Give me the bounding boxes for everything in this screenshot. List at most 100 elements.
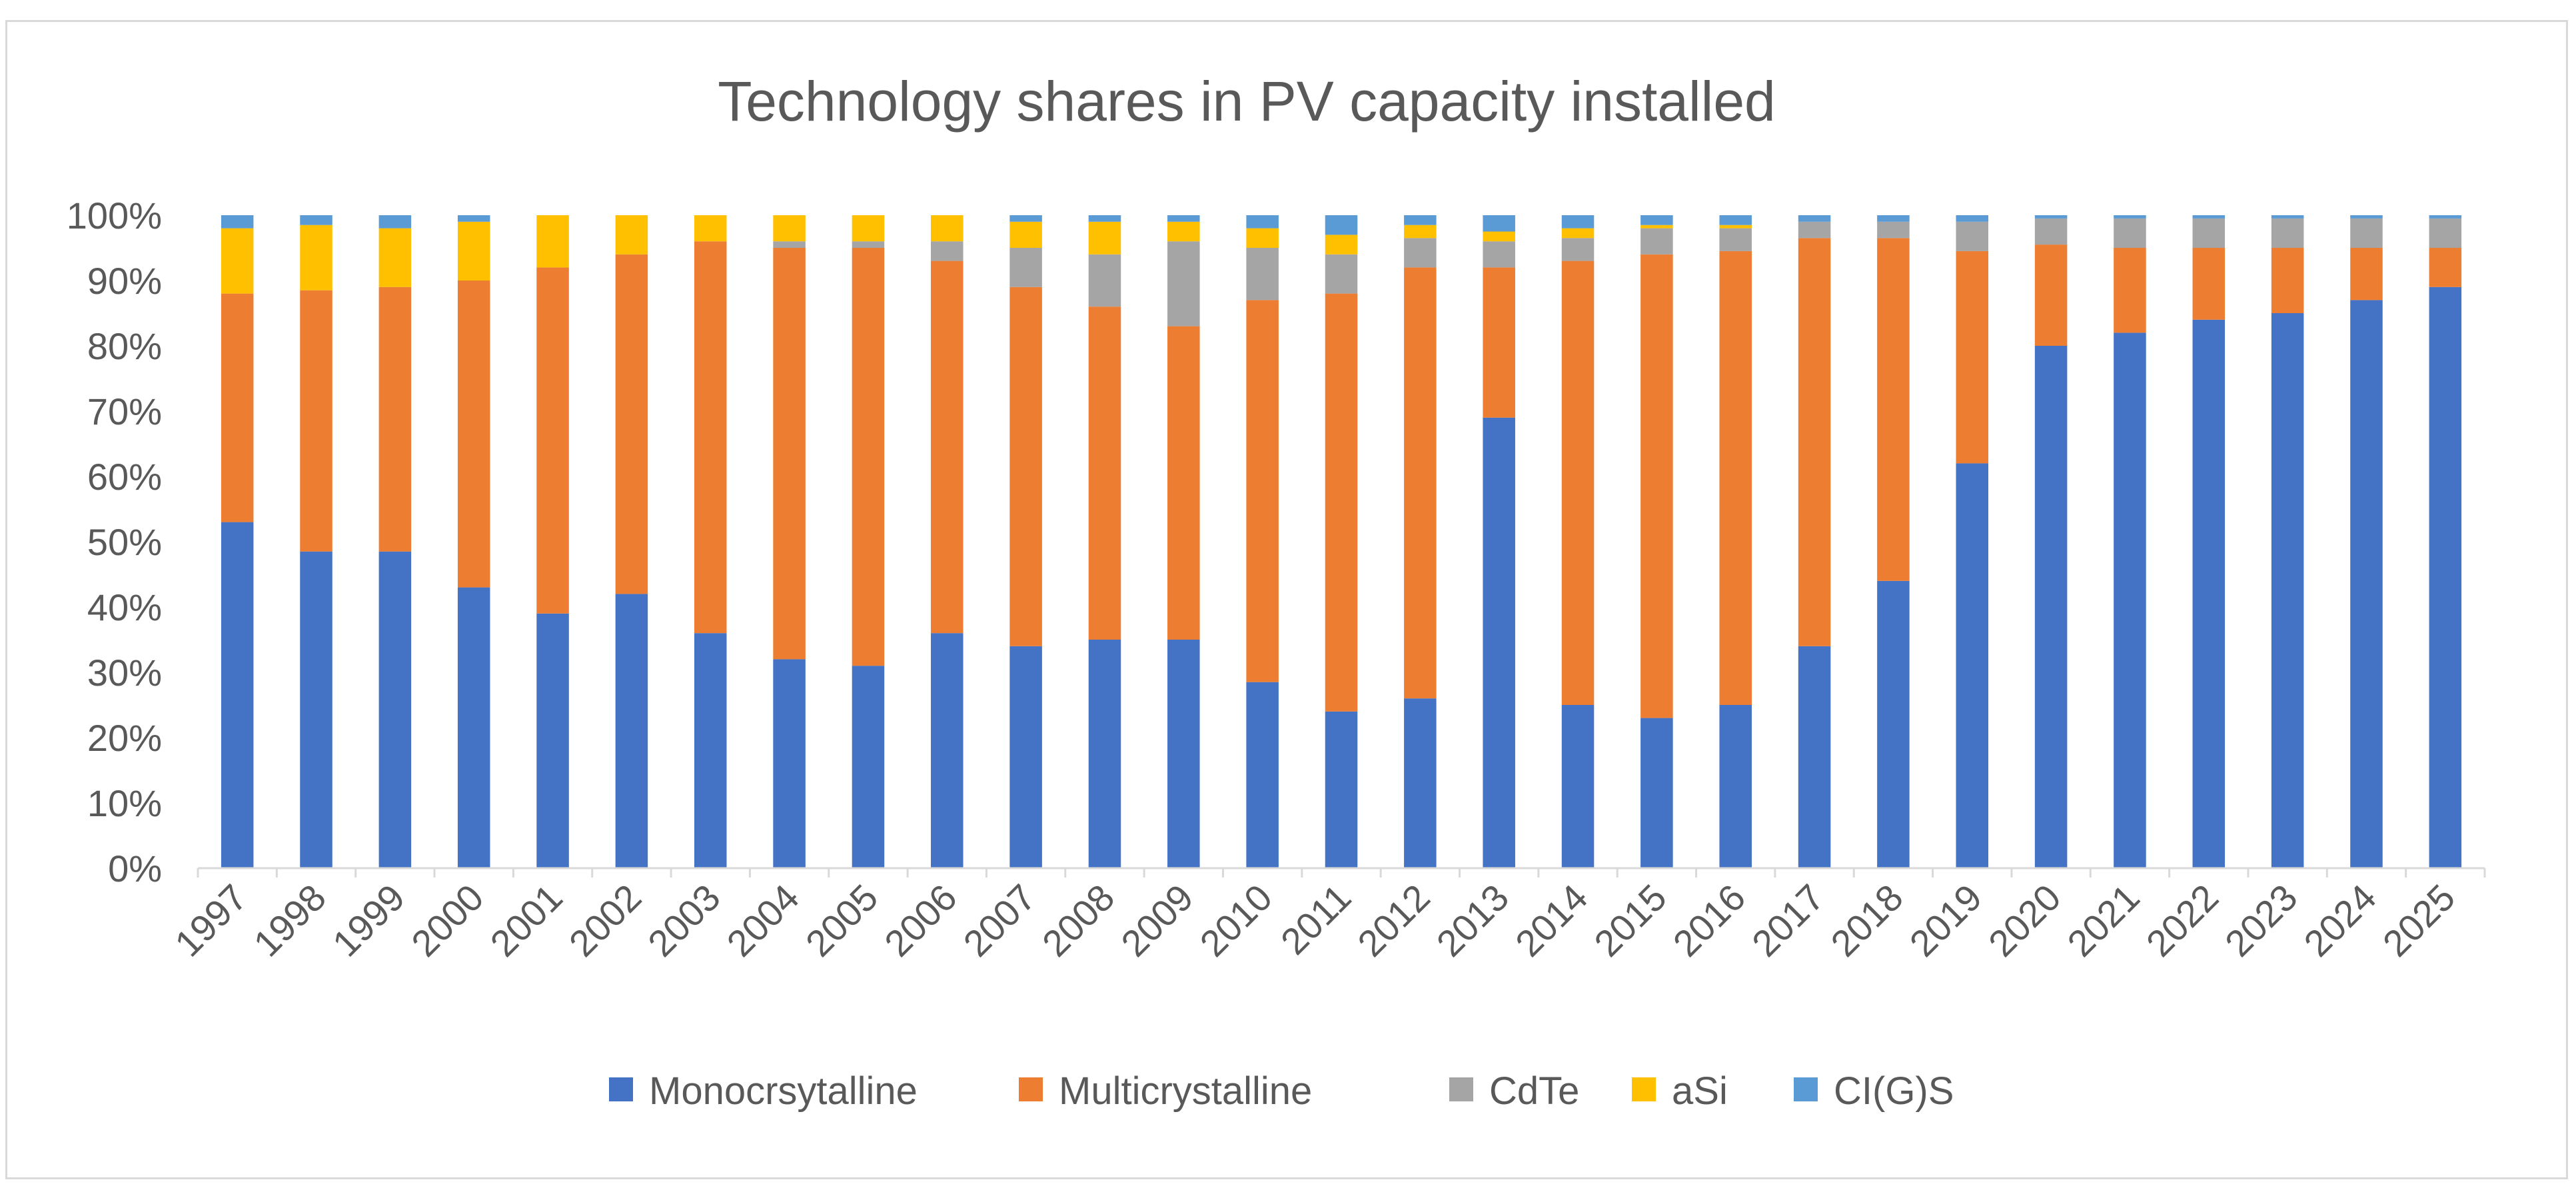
bar-segment — [615, 594, 648, 868]
bar-segment — [1404, 215, 1437, 225]
bar-segment — [1088, 640, 1121, 868]
bar-segment — [1561, 228, 1595, 239]
bar-segment — [1798, 221, 1831, 239]
bar-segment — [1167, 640, 1200, 868]
x-tick-label: 2008 — [1034, 876, 1123, 965]
chart: Technology shares in PV capacity install… — [67, 70, 2486, 1113]
bar-segment — [1719, 215, 1752, 225]
bar-segment — [1246, 682, 1279, 868]
y-axis-ticks: 0% 10% 20% 30% 40% 50% 60% 70% 80% 90% 100% — [67, 195, 162, 890]
bar-segment — [1956, 463, 1989, 868]
bar-segment — [221, 293, 254, 522]
y-tick-label: 90% — [87, 260, 162, 302]
bar-segment — [694, 215, 727, 242]
bar-segment — [2429, 218, 2462, 248]
bar-segment — [2192, 248, 2226, 320]
x-tick-label: 2001 — [482, 876, 570, 965]
bar-segment — [1009, 248, 1042, 287]
bar-segment — [1719, 228, 1752, 251]
bar-segment — [1483, 215, 1515, 232]
bar-segment — [1640, 228, 1673, 255]
bar-segment — [1798, 238, 1831, 646]
bar-segment — [1483, 241, 1515, 268]
x-tick-label: 1998 — [245, 876, 334, 965]
legend-swatch — [1794, 1077, 1818, 1101]
bar-segment — [1167, 326, 1200, 640]
x-tick-label: 2018 — [1822, 876, 1911, 965]
bar-segment — [1561, 261, 1595, 706]
bar-segment — [457, 215, 490, 222]
bar-segment — [1088, 306, 1121, 640]
bar-segment — [1404, 238, 1437, 268]
x-tick-label: 2011 — [1273, 876, 1359, 963]
bar-segment — [1640, 254, 1673, 718]
bar-segment — [852, 248, 885, 666]
legend-item: CI(G)S — [1794, 1069, 1954, 1113]
bar-segment — [1561, 238, 1595, 261]
legend-label: Monocrsytalline — [649, 1069, 918, 1113]
bar-segment — [378, 228, 412, 287]
bar-segment — [300, 290, 332, 552]
bar-segment — [2429, 215, 2462, 219]
bar-segment — [1167, 241, 1200, 326]
bar-segment — [221, 228, 254, 294]
bar-segment — [2114, 215, 2146, 219]
bar-segment — [2034, 215, 2068, 219]
legend-swatch — [1632, 1077, 1656, 1101]
bar-segment — [1877, 215, 1910, 222]
bar-segment — [1009, 287, 1042, 646]
bar-segment — [2034, 245, 2068, 346]
x-tick-label: 2004 — [718, 876, 807, 965]
x-tick-label: 2020 — [1980, 876, 2069, 965]
bar-segment — [1483, 417, 1515, 868]
x-tick-label: 2025 — [2375, 876, 2463, 965]
y-tick-label: 50% — [87, 521, 162, 563]
bar-segment — [1798, 215, 1831, 222]
x-tick-label: 2009 — [1113, 876, 1201, 965]
bar-segment — [694, 241, 727, 634]
bar-segment — [1561, 215, 1595, 229]
bar-segment — [2034, 218, 2068, 245]
y-tick-label: 30% — [87, 652, 162, 694]
bar-segment — [2114, 332, 2146, 868]
bar-segment — [1956, 251, 1989, 464]
bar-segment — [931, 215, 964, 242]
bar-segment — [2034, 346, 2068, 868]
x-tick-label: 2005 — [798, 876, 886, 965]
y-tick-label: 70% — [87, 390, 162, 432]
bar-segment — [1246, 215, 1279, 229]
bar-segment — [2271, 248, 2304, 313]
chart-title: Technology shares in PV capacity install… — [718, 70, 1776, 133]
bar-segment — [615, 215, 648, 255]
legend-label: aSi — [1672, 1069, 1728, 1113]
bar-segment — [2192, 319, 2226, 868]
bar-segment — [1325, 235, 1358, 255]
bar-segment — [615, 254, 648, 594]
bar-segment — [2350, 248, 2383, 300]
bar-segment — [1956, 221, 1989, 251]
legend-item: aSi — [1632, 1069, 1728, 1113]
x-tick-label: 1999 — [324, 876, 413, 965]
y-tick-label: 100% — [67, 195, 162, 237]
bar-segment — [2350, 215, 2383, 219]
bar-segment — [536, 613, 569, 868]
bar-segment — [1009, 215, 1042, 222]
bar-segment — [852, 241, 885, 248]
x-tick-label: 2010 — [1192, 876, 1281, 965]
bar-segment — [300, 215, 332, 225]
bar-segment — [931, 633, 964, 868]
bar-segment — [1404, 698, 1437, 868]
bar-segment — [2192, 218, 2226, 248]
bar-segment — [2271, 215, 2304, 219]
bar-segment — [1404, 225, 1437, 239]
y-tick-label: 20% — [87, 717, 162, 759]
bar-segment — [694, 633, 727, 868]
legend-label: Multicrystalline — [1059, 1069, 1312, 1113]
bar-segment — [457, 281, 490, 588]
x-tick-label: 2023 — [2217, 876, 2305, 965]
bar-segment — [378, 215, 412, 229]
bar-segment — [1325, 254, 1358, 294]
bar-segment — [1246, 300, 1279, 682]
bar-segment — [931, 261, 964, 634]
legend-swatch — [1449, 1077, 1473, 1101]
